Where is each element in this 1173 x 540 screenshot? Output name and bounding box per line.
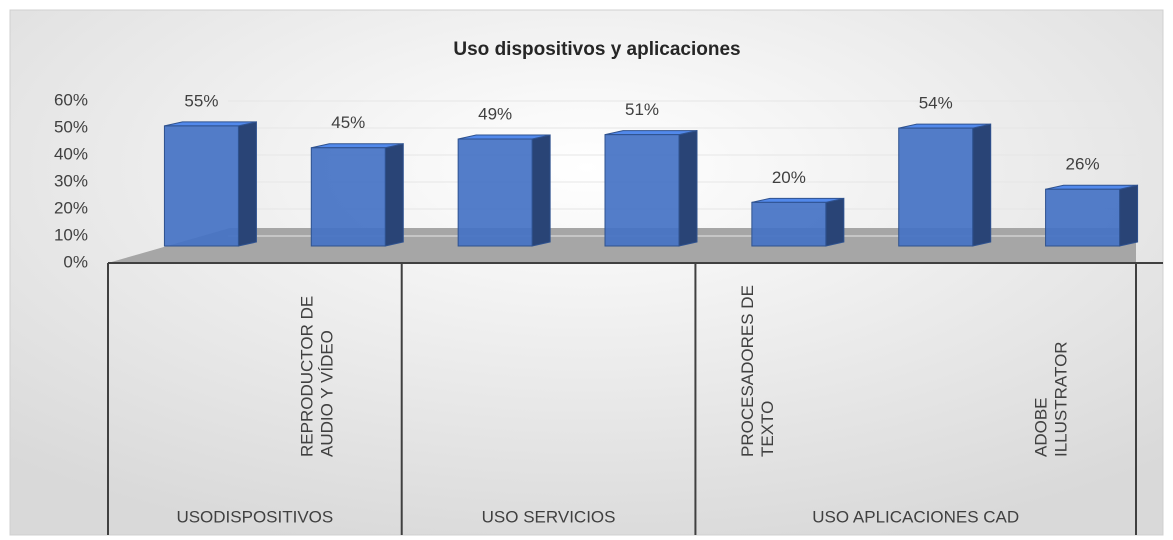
bar-front	[604, 134, 680, 247]
bar-side	[825, 197, 845, 247]
data-label: 26%	[1066, 155, 1100, 174]
bar-side	[972, 123, 992, 247]
data-label: 45%	[331, 113, 365, 132]
bar-front	[751, 201, 827, 247]
y-tick-label: 0%	[63, 252, 88, 271]
group-label: USODISPOSITIVOS	[176, 507, 333, 526]
y-tick-label: 10%	[54, 225, 88, 244]
data-label: 55%	[184, 91, 218, 110]
bar	[898, 123, 992, 247]
data-label: 51%	[625, 100, 659, 119]
bar-side	[384, 143, 404, 247]
bar-front	[457, 138, 533, 247]
group-label: USO APLICACIONES CAD	[812, 507, 1019, 526]
y-tick-label: 50%	[54, 117, 88, 136]
bar-top	[164, 121, 257, 127]
y-tick-label: 20%	[54, 198, 88, 217]
bar-front	[163, 125, 239, 247]
chart-area	[9, 9, 1164, 536]
bar-side	[678, 130, 698, 247]
bar-top	[311, 143, 404, 149]
bar-side	[531, 134, 551, 247]
bar-top	[604, 130, 698, 136]
bar	[604, 130, 698, 247]
bar-top	[898, 123, 991, 129]
chart-title: Uso dispositivos y aplicaciones	[453, 39, 740, 60]
x-tick-label: PROCESADORES DETEXTO	[738, 285, 777, 457]
data-label: 20%	[772, 168, 806, 187]
group-label: USO SERVICIOS	[482, 507, 616, 526]
bar-top	[458, 134, 551, 140]
bar-top	[751, 197, 844, 203]
data-label: 54%	[919, 94, 953, 113]
bar	[1045, 184, 1139, 247]
bar-top	[1045, 184, 1138, 190]
y-tick-label: 60%	[54, 90, 88, 109]
bar	[457, 134, 551, 247]
y-tick-label: 40%	[54, 144, 88, 163]
bar	[163, 121, 257, 247]
bar-front	[1045, 188, 1121, 247]
bar-front	[310, 147, 386, 247]
bar	[751, 197, 845, 247]
bar-front	[898, 127, 974, 247]
bar	[310, 143, 404, 247]
x-tick-label: REPRODUCTOR DEAUDIO Y VÍDEO	[298, 296, 337, 457]
x-tick-label: ADOBEILLUSTRATOR	[1032, 341, 1071, 457]
bar-side	[237, 121, 257, 247]
data-label: 49%	[478, 105, 512, 124]
y-tick-label: 30%	[54, 171, 88, 190]
bar-side	[1119, 184, 1139, 247]
